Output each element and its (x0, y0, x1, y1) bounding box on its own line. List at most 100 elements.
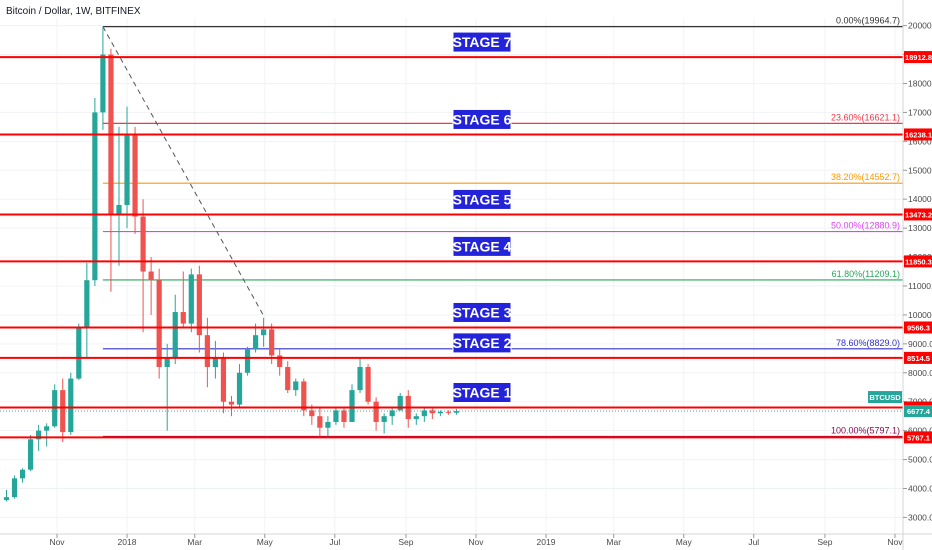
candle-body (60, 390, 66, 433)
candle-body (349, 390, 355, 422)
stage-price-badge-bg (904, 128, 932, 141)
time-tick-label: Jul (329, 537, 340, 547)
candle-body (373, 401, 379, 422)
stage-price-badge: 11850.3 (905, 257, 932, 266)
candle-body (11, 478, 18, 498)
time-tick-label: Nov (887, 537, 903, 547)
candle-body (212, 358, 219, 367)
candle-body (341, 410, 347, 422)
candle-body (100, 54, 106, 113)
stage-label: STAGE 4 (453, 238, 512, 254)
price-tick-label: 18000.0 (908, 78, 932, 88)
dashed-trend-line (102, 26, 266, 319)
price-tick-label: 13000.0 (908, 223, 932, 233)
stage-price-badge: 13473.2 (905, 210, 932, 219)
stage-label: STAGE 6 (453, 111, 512, 127)
time-tick-label: Mar (187, 537, 202, 547)
stage-price-badge: 16238.1 (905, 130, 932, 139)
price-tick-label: 10000.0 (908, 310, 932, 320)
price-tick-label: 16000.0 (908, 136, 932, 146)
stage-price-badge-bg (904, 351, 932, 364)
candle-body (3, 497, 10, 501)
candle-body (68, 378, 74, 433)
time-tick-label: Mar (606, 537, 621, 547)
price-tick-label: 20000.0 (908, 21, 932, 31)
candle-body (317, 416, 323, 428)
candle-body (164, 358, 170, 367)
stage-label-box (452, 381, 512, 403)
time-tick-label: May (257, 537, 274, 547)
stage-label-box (452, 235, 512, 257)
candle-body (365, 366, 371, 402)
candle-body (301, 381, 307, 411)
fib-level-label: 23.60%(16621.1) (831, 112, 900, 122)
candle-body (124, 135, 130, 205)
candle-body (188, 274, 194, 324)
candle-body (228, 401, 235, 405)
price-badges: 6800.08514.59566.311850.313473.216238.11… (868, 51, 932, 444)
candle-body (381, 416, 387, 422)
time-tick-label: Jul (748, 537, 759, 547)
candle-body (309, 410, 315, 417)
grid-lines (0, 18, 903, 534)
fib-level-label: 50.00%(12880.9) (831, 221, 900, 231)
candle-body (293, 381, 299, 391)
symbol-badge-bg (868, 391, 902, 404)
price-tick-label: 14000.0 (908, 194, 932, 204)
candle-body (285, 366, 291, 391)
candle-body (116, 204, 122, 214)
stage-price-badge-bg (904, 208, 932, 221)
candle-body (156, 280, 162, 367)
price-tick-label: 6000.0 (908, 426, 932, 436)
candle-body (453, 411, 460, 413)
stage-price-badge-bg (904, 255, 932, 268)
stage-label-box (452, 108, 512, 130)
time-tick-label: Sep (398, 537, 413, 547)
fib-level-label: 0.00%(19964.7) (836, 16, 900, 26)
trend-line (102, 26, 266, 319)
candle-body (244, 349, 251, 373)
fib-level-label: 38.20%(14552.7) (831, 172, 900, 182)
candle-body (261, 329, 267, 336)
stage-price-badge: 8514.5 (907, 354, 930, 363)
candle-body (429, 410, 435, 414)
candle-body (19, 469, 26, 479)
candle-body (172, 312, 178, 359)
fib-level-label: 100.00%(5797.1) (831, 426, 900, 436)
fibonacci-levels: 0.00%(19964.7) 23.60%(16621.1) 38.20%(1455… (102, 16, 903, 438)
candle-body (140, 216, 146, 272)
candle-body (36, 430, 42, 440)
stage-label: STAGE 5 (453, 191, 512, 207)
candle-body (437, 411, 443, 414)
candle-body (389, 410, 395, 417)
candle-body (180, 312, 186, 324)
time-tick-label: 2018 (118, 537, 137, 547)
time-tick-label: Nov (468, 537, 484, 547)
stage-label-box (452, 31, 512, 53)
price-axis[interactable]: 3000.04000.05000.06000.07000.08000.09000… (902, 0, 932, 550)
price-tick-label: 5000.0 (908, 455, 932, 465)
candle-body (421, 410, 427, 417)
stage-lines (0, 56, 903, 439)
candle-body (277, 355, 283, 367)
last-price-badge: 6677.4 (907, 407, 931, 416)
candle-body (220, 358, 227, 402)
stage-labels: STAGE 1 STAGE 2 STAGE 3 STAGE 4 STAGE 5 STAGE… (452, 31, 512, 403)
symbol-badge: BTCUSD (869, 393, 901, 402)
price-tick-label: 4000.0 (908, 484, 932, 494)
candle-body (397, 395, 403, 411)
time-tick-label: Nov (49, 537, 65, 547)
candle-body (269, 329, 275, 356)
price-tick-label: 3000.0 (908, 512, 932, 522)
time-axis[interactable]: Nov 2018 Mar May Jul Sep Nov 2019 Mar May Jul Sep No… (0, 533, 932, 547)
candle-body (92, 112, 98, 281)
price-tick-label: 15000.0 (908, 165, 932, 175)
price-tick-label: 8000.0 (908, 368, 932, 378)
chart-title: Bitcoin / Dollar, 1W, BITFINEX (6, 6, 141, 17)
candle-body (148, 271, 154, 281)
time-tick-label: May (676, 537, 693, 547)
candle-body (333, 410, 339, 422)
candle-body (196, 274, 202, 336)
candle-body (44, 426, 50, 431)
